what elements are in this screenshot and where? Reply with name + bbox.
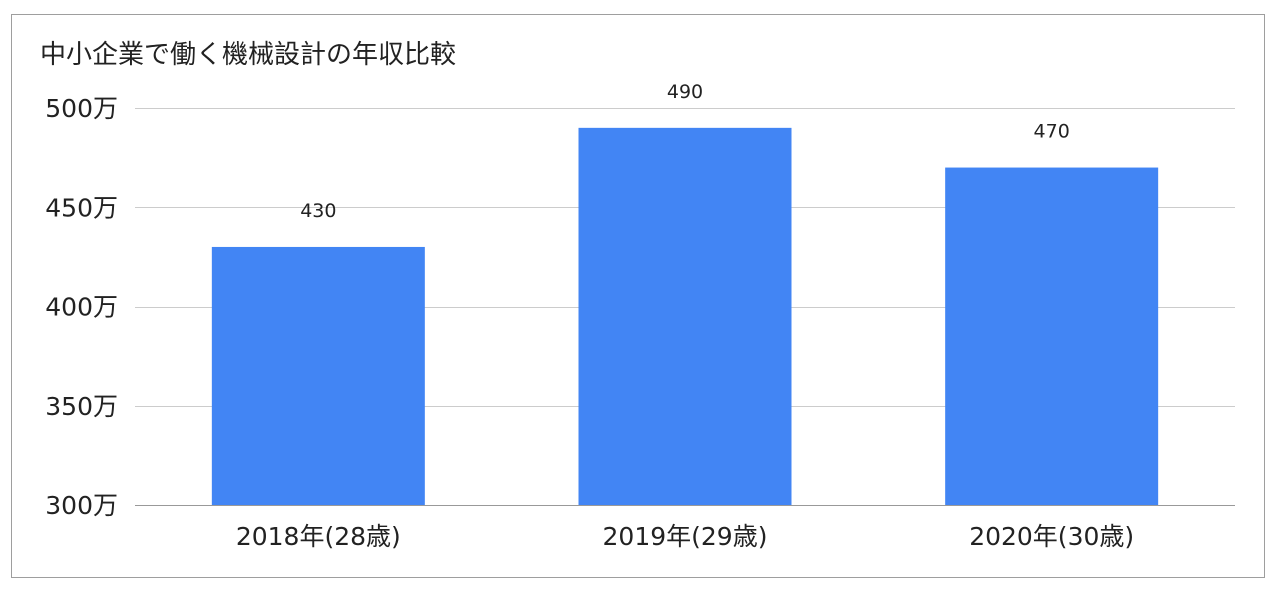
chart-title: 中小企業で働く機械設計の年収比較 bbox=[40, 40, 457, 70]
y-tick-label: 500万 bbox=[45, 94, 118, 123]
y-axis-ticks: 300万 350万 400万 450万 500万 bbox=[45, 94, 118, 520]
data-label: 490 bbox=[667, 81, 703, 103]
y-tick-label: 350万 bbox=[45, 392, 118, 421]
y-tick-label: 400万 bbox=[45, 293, 118, 322]
data-label: 470 bbox=[1034, 121, 1070, 143]
y-tick-label: 300万 bbox=[45, 491, 118, 520]
data-labels: 430 490 470 bbox=[300, 81, 1070, 222]
bar bbox=[578, 127, 792, 505]
x-axis-ticks: 2018年(28歳) 2019年(29歳) 2020年(30歳) bbox=[236, 522, 1134, 551]
bars bbox=[211, 127, 1159, 506]
x-tick-label: 2020年(30歳) bbox=[969, 522, 1134, 551]
y-tick-label: 450万 bbox=[45, 193, 118, 222]
bar bbox=[945, 167, 1159, 506]
bar bbox=[211, 246, 425, 505]
x-tick-label: 2018年(28歳) bbox=[236, 522, 401, 551]
data-label: 430 bbox=[300, 200, 336, 222]
x-tick-label: 2019年(29歳) bbox=[603, 522, 768, 551]
